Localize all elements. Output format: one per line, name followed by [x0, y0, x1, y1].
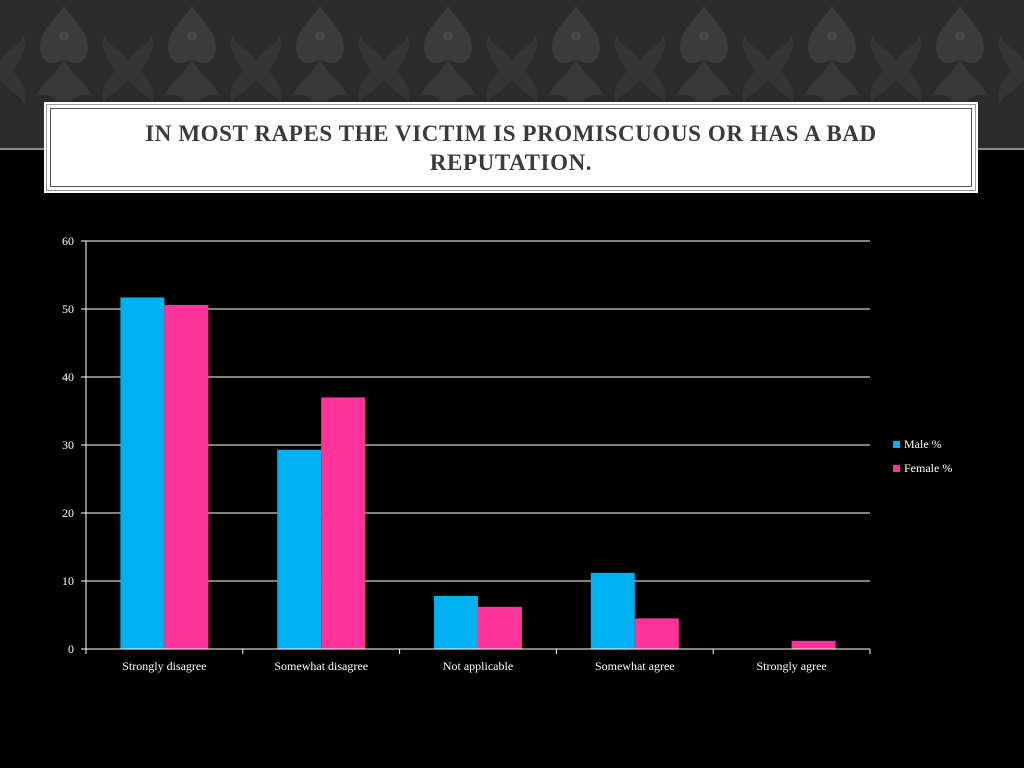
legend-label-male: Male %	[904, 436, 942, 451]
bar-male-3	[590, 572, 635, 649]
title-box: In most rapes the victim is promiscuous …	[44, 102, 978, 193]
y-tick-label: 60	[62, 234, 74, 248]
y-tick-label: 20	[62, 506, 74, 520]
legend-item-female: Female %	[893, 456, 952, 480]
bar-male-2	[434, 595, 478, 649]
y-tick-label: 30	[62, 438, 74, 452]
bar-female-4	[791, 640, 836, 649]
bar-female-3	[634, 618, 679, 649]
y-tick-label: 0	[68, 642, 74, 656]
y-tick-label: 10	[62, 574, 74, 588]
legend-swatch-male	[893, 440, 900, 448]
x-tick-label: Somewhat disagree	[274, 659, 368, 673]
chart-legend: Male % Female %	[893, 432, 952, 480]
legend-label-female: Female %	[904, 460, 953, 475]
y-tick-label: 40	[62, 370, 74, 384]
slide-title: In most rapes the victim is promiscuous …	[145, 120, 877, 175]
bar-female-2	[478, 606, 522, 649]
legend-item-male: Male %	[893, 432, 952, 456]
bar-female-1	[321, 397, 366, 649]
y-tick-label: 50	[62, 302, 74, 316]
x-tick-label: Somewhat agree	[595, 659, 675, 673]
bar-male-1	[277, 449, 322, 649]
x-tick-label: Strongly agree	[756, 659, 826, 673]
bar-female-0	[164, 304, 209, 649]
title-frame	[50, 108, 972, 187]
legend-swatch-female	[893, 464, 900, 472]
bar-male-0	[120, 297, 165, 649]
x-tick-label: Not applicable	[443, 659, 513, 673]
x-tick-label: Strongly disagree	[122, 659, 206, 673]
